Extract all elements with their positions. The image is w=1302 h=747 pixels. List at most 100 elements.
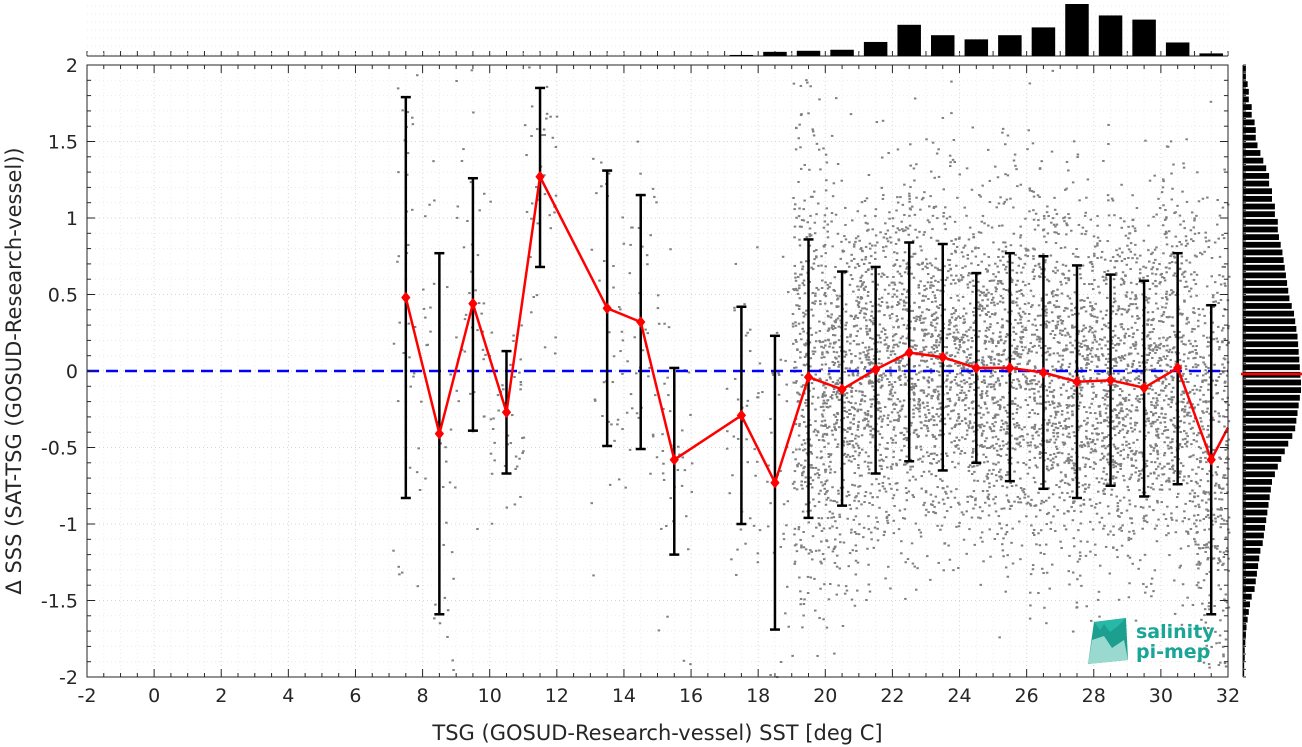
scatter-point	[1059, 280, 1062, 283]
scatter-point	[1060, 322, 1064, 325]
scatter-point	[942, 188, 946, 191]
scatter-point	[1061, 354, 1064, 357]
scatter-point	[949, 165, 952, 168]
scatter-point	[926, 266, 929, 269]
scatter-point	[1004, 340, 1007, 343]
right-hist-bar	[1243, 463, 1278, 470]
scatter-point	[1020, 434, 1024, 437]
scatter-point	[896, 196, 899, 199]
scatter-point	[997, 202, 1001, 205]
scatter-point	[1010, 385, 1013, 388]
scatter-point	[668, 410, 672, 413]
scatter-point	[945, 510, 949, 513]
scatter-point	[906, 309, 910, 312]
scatter-point	[992, 273, 995, 276]
scatter-point	[1034, 431, 1038, 434]
scatter-point	[810, 308, 813, 311]
scatter-point	[917, 286, 920, 289]
scatter-point	[856, 374, 859, 377]
scatter-point	[892, 494, 896, 497]
scatter-point	[1032, 218, 1036, 221]
scatter-point	[940, 413, 943, 416]
scatter-point	[997, 438, 1000, 441]
scatter-point	[506, 434, 510, 437]
scatter-point	[903, 373, 906, 376]
scatter-point	[1093, 278, 1096, 281]
scatter-point	[678, 453, 681, 456]
scatter-point	[733, 377, 737, 380]
scatter-point	[1151, 420, 1155, 423]
scatter-point	[849, 335, 852, 338]
scatter-point	[931, 214, 935, 217]
scatter-point	[816, 654, 819, 657]
scatter-point	[1081, 484, 1085, 487]
scatter-point	[1023, 302, 1027, 305]
scatter-point	[912, 431, 916, 434]
scatter-point	[1094, 462, 1097, 465]
scatter-point	[849, 401, 853, 404]
scatter-point	[836, 445, 839, 448]
scatter-point	[819, 489, 822, 492]
scatter-point	[1117, 372, 1120, 375]
scatter-point	[455, 216, 459, 219]
scatter-point	[963, 351, 966, 354]
scatter-point	[908, 195, 911, 198]
scatter-point	[893, 504, 896, 507]
scatter-point	[800, 484, 803, 487]
scatter-point	[912, 496, 916, 499]
scatter-point	[1089, 619, 1093, 622]
scatter-point	[906, 471, 909, 474]
scatter-point	[943, 423, 947, 426]
scatter-point	[993, 304, 996, 307]
scatter-point	[1097, 359, 1101, 362]
scatter-point	[1038, 196, 1041, 199]
scatter-point	[890, 383, 893, 386]
scatter-point	[897, 420, 900, 423]
scatter-point	[1011, 412, 1015, 415]
scatter-point	[1025, 515, 1028, 518]
scatter-point	[882, 372, 885, 375]
scatter-point	[1080, 446, 1084, 449]
scatter-point	[796, 348, 799, 351]
scatter-point	[866, 374, 869, 377]
scatter-point	[979, 583, 983, 586]
right-hist-bar	[1243, 188, 1272, 195]
scatter-point	[865, 424, 869, 427]
scatter-point	[1099, 458, 1102, 461]
scatter-point	[1036, 412, 1040, 415]
scatter-point	[992, 498, 995, 501]
scatter-point	[867, 472, 871, 475]
right-hist-bar	[1243, 165, 1267, 172]
scatter-point	[867, 228, 870, 231]
scatter-point	[863, 417, 867, 420]
scatter-point	[822, 463, 825, 466]
scatter-point	[846, 443, 850, 446]
scatter-point	[1033, 333, 1037, 336]
scatter-point	[799, 598, 803, 601]
scatter-point	[879, 410, 882, 413]
scatter-point	[864, 346, 867, 349]
scatter-point	[731, 474, 734, 477]
scatter-point	[411, 116, 414, 119]
scatter-point	[1059, 471, 1063, 474]
scatter-point	[1018, 290, 1021, 293]
scatter-point	[883, 531, 886, 534]
scatter-point	[962, 364, 965, 367]
scatter-point	[1100, 477, 1104, 480]
scatter-point	[726, 430, 729, 433]
scatter-point	[886, 276, 889, 279]
scatter-point	[866, 290, 870, 293]
scatter-point	[973, 479, 976, 482]
scatter-point	[1088, 406, 1091, 409]
scatter-point	[1012, 326, 1015, 329]
scatter-point	[902, 342, 905, 345]
scatter-point	[831, 512, 834, 515]
scatter-point	[977, 386, 980, 389]
scatter-point	[899, 383, 903, 386]
scatter-point	[875, 394, 879, 397]
scatter-point	[971, 465, 974, 468]
scatter-point	[1088, 466, 1092, 469]
scatter-point	[842, 394, 845, 397]
scatter-point	[817, 476, 820, 479]
scatter-point	[1115, 249, 1118, 252]
